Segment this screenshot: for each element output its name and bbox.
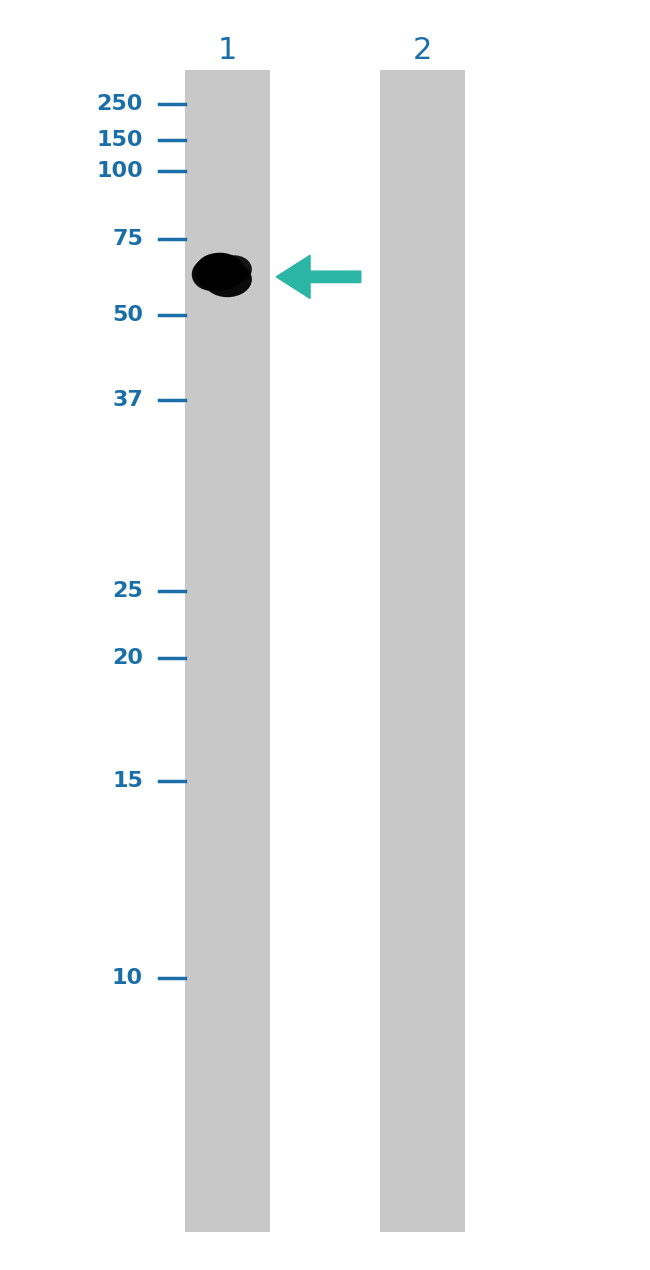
Text: 100: 100 (96, 161, 143, 182)
Text: 150: 150 (96, 130, 143, 150)
Text: 20: 20 (112, 648, 143, 668)
Text: 50: 50 (112, 305, 143, 325)
Ellipse shape (198, 254, 231, 279)
Ellipse shape (194, 253, 245, 291)
Ellipse shape (203, 262, 252, 297)
Ellipse shape (192, 258, 231, 291)
Text: 2: 2 (413, 37, 432, 65)
Text: 10: 10 (112, 968, 143, 988)
Text: 75: 75 (112, 229, 143, 249)
Bar (380, 70, 465, 1232)
Text: 15: 15 (112, 771, 143, 791)
Text: 25: 25 (112, 580, 143, 601)
Text: 1: 1 (218, 37, 237, 65)
Bar (185, 70, 270, 1232)
FancyArrow shape (276, 255, 361, 298)
Text: 250: 250 (97, 94, 143, 114)
Text: 37: 37 (112, 390, 143, 410)
Ellipse shape (216, 255, 252, 283)
